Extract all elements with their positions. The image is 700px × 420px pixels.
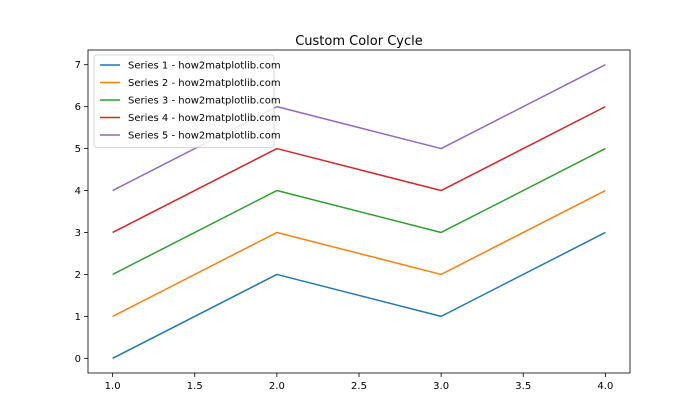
x-tick-label: 1.0: [105, 381, 121, 392]
y-axis: 0 1 2 3 4 5 6 7: [75, 60, 88, 365]
y-tick-label: 1: [75, 312, 81, 323]
legend-box: [93, 54, 275, 148]
series-line-3: [112, 147, 606, 276]
x-tick-label: 3.5: [515, 381, 531, 392]
y-tick-label: 2: [75, 270, 81, 281]
series-line-4: [112, 105, 606, 234]
y-tick-label: 3: [75, 228, 81, 239]
legend: Series 1 - how2matplotlib.com Series 2 - …: [93, 54, 281, 148]
series-line-1: [112, 231, 606, 359]
x-axis: 1.0 1.5 2.0 2.5 3.0 3.5 4.0: [105, 373, 613, 392]
y-tick-label: 4: [75, 186, 81, 197]
chart-title: Custom Color Cycle: [295, 34, 423, 49]
x-tick-label: 2.0: [269, 381, 285, 392]
x-tick-label: 3.0: [433, 381, 449, 392]
y-tick-label: 6: [75, 102, 81, 113]
legend-entry-4: Series 4 - how2matplotlib.com: [128, 113, 281, 124]
series-lines: [112, 64, 606, 359]
x-tick-label: 2.5: [351, 381, 367, 392]
x-tick-label: 1.5: [187, 381, 203, 392]
series-line-5: [112, 64, 606, 192]
legend-entry-3: Series 3 - how2matplotlib.com: [128, 96, 281, 107]
series-line-2: [112, 189, 606, 318]
legend-entry-5: Series 5 - how2matplotlib.com: [128, 131, 281, 142]
legend-entry-2: Series 2 - how2matplotlib.com: [128, 78, 281, 89]
legend-entry-1: Series 1 - how2matplotlib.com: [128, 61, 281, 72]
y-tick-label: 0: [75, 354, 81, 365]
y-tick-label: 7: [75, 60, 81, 71]
y-tick-label: 5: [75, 144, 81, 155]
x-tick-label: 4.0: [597, 381, 613, 392]
